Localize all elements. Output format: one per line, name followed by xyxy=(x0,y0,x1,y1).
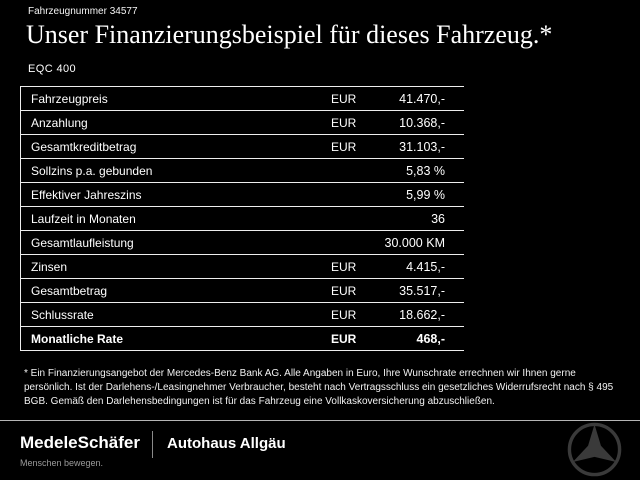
row-label: Effektiver Jahreszins xyxy=(31,187,142,202)
row-currency: EUR xyxy=(331,283,357,298)
footer-logo-separator xyxy=(152,431,153,458)
row-value: 10.368,- xyxy=(399,115,445,130)
row-currency: EUR xyxy=(331,139,357,154)
footer-separator-line xyxy=(0,420,640,421)
dealer-tagline: Menschen bewegen. xyxy=(20,458,104,468)
row-value: 5,99 % xyxy=(406,187,445,202)
row-value: 36 xyxy=(431,211,445,226)
row-value: 41.470,- xyxy=(399,91,445,106)
row-label: Gesamtkreditbetrag xyxy=(31,139,137,154)
row-label: Zinsen xyxy=(31,259,68,274)
row-value: 35.517,- xyxy=(399,283,445,298)
row-label: Sollzins p.a. gebunden xyxy=(31,163,153,178)
row-label: Anzahlung xyxy=(31,115,88,130)
mercedes-star-icon xyxy=(567,422,622,477)
dealer-logo-medele-schaefer: MedeleSchäfer xyxy=(20,433,140,452)
row-value: 468,- xyxy=(416,331,446,346)
row-label: Monatliche Rate xyxy=(31,331,124,346)
finance-table: Fahrzeugpreis EUR 41.470,- Anzahlung EUR… xyxy=(20,86,464,351)
row-value: 4.415,- xyxy=(406,259,445,274)
row-currency: EUR xyxy=(331,259,357,274)
table-row: Sollzins p.a. gebunden 5,83 % xyxy=(21,159,464,183)
dealer-logo-autohaus-allgaeu: Autohaus Allgäu xyxy=(167,435,286,452)
table-row: Zinsen EUR 4.415,- xyxy=(21,255,464,279)
table-row: Fahrzeugpreis EUR 41.470,- xyxy=(21,87,464,111)
row-label: Laufzeit in Monaten xyxy=(31,211,136,226)
row-currency: EUR xyxy=(331,91,357,106)
row-label: Schlussrate xyxy=(31,307,94,322)
row-label: Fahrzeugpreis xyxy=(31,91,108,106)
table-row-monthly-rate: Monatliche Rate EUR 468,- xyxy=(21,327,464,351)
row-value: 31.103,- xyxy=(399,139,445,154)
row-currency: EUR xyxy=(331,307,357,322)
table-row: Effektiver Jahreszins 5,99 % xyxy=(21,183,464,207)
page-title: Unser Finanzierungsbeispiel für dieses F… xyxy=(26,20,553,49)
row-currency: EUR xyxy=(331,331,357,346)
row-label: Gesamtbetrag xyxy=(31,283,108,298)
row-label: Gesamtlaufleistung xyxy=(31,235,134,250)
table-row: Gesamtlaufleistung 30.000 KM xyxy=(21,231,464,255)
table-row: Gesamtkreditbetrag EUR 31.103,- xyxy=(21,135,464,159)
model-name: EQC 400 xyxy=(28,63,77,75)
row-value: 18.662,- xyxy=(399,307,445,322)
table-row: Gesamtbetrag EUR 35.517,- xyxy=(21,279,464,303)
row-value: 5,83 % xyxy=(406,163,445,178)
row-currency: EUR xyxy=(331,115,357,130)
row-value: 30.000 KM xyxy=(384,235,445,250)
table-row: Laufzeit in Monaten 36 xyxy=(21,207,464,231)
table-row: Schlussrate EUR 18.662,- xyxy=(21,303,464,327)
footnote-text: * Ein Finanzierungsangebot der Mercedes-… xyxy=(24,368,614,407)
vehicle-number: Fahrzeugnummer 34577 xyxy=(28,6,138,17)
table-row: Anzahlung EUR 10.368,- xyxy=(21,111,464,135)
